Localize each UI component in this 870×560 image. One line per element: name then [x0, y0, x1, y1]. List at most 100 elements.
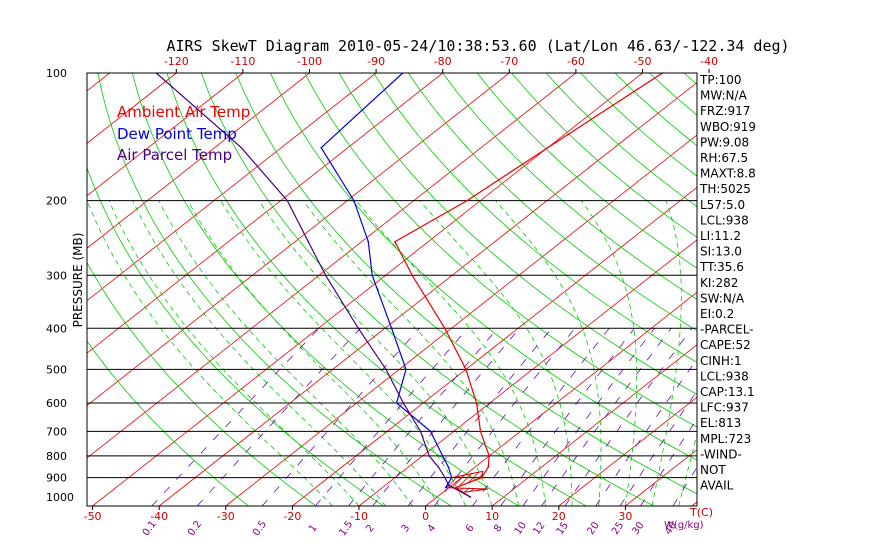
isotherm-line: [158, 82, 697, 506]
mixing-ratio-line: [348, 328, 499, 506]
dry-adiabat-line: [753, 73, 870, 506]
dewpoint-point: [371, 274, 374, 277]
dry-adiabat-line: [373, 73, 697, 363]
ambient-temp-point: [488, 455, 490, 457]
parcel-temp-point: [419, 430, 422, 433]
dry-adiabat-line: [511, 73, 697, 238]
bottom-temperature-tick-label: -20: [283, 510, 301, 523]
moist-adiabat-line: [355, 200, 546, 506]
moist-adiabat-line: [258, 200, 493, 506]
index-label: LFC:937: [700, 401, 749, 415]
pressure-tick-label: 300: [46, 269, 67, 282]
mixing-ratio-line: [640, 418, 697, 506]
dry-adiabat-line: [269, 73, 697, 461]
pressure-tick-label: 700: [46, 425, 67, 438]
bottom-temperature-tick-label: -40: [150, 510, 168, 523]
isotherm-line: [558, 396, 697, 506]
index-label: WBO:919: [700, 120, 756, 134]
dewpoint-point: [447, 466, 450, 468]
pressure-ticks: 100 200 300 400 500 600 700 800 900 1000: [46, 67, 74, 504]
bottom-temperature-tick-label: -30: [217, 510, 235, 523]
moist-adiabat-line: [581, 200, 638, 506]
parcel-temp-point: [402, 402, 405, 404]
ambient-temp-point: [480, 476, 483, 479]
dry-adiabat-line: [235, 73, 697, 495]
dewpoint-point: [353, 199, 355, 202]
mixing-ratio-line: [672, 466, 697, 506]
moist-adiabat-line: [678, 432, 697, 506]
temperature-unit-label: T(C): [689, 506, 713, 519]
mixing-ratio-unit-label: W(g/kg): [664, 520, 704, 531]
index-label: L57:5.0: [700, 198, 745, 212]
index-label: KI:282: [700, 276, 738, 290]
parcel-temp-point: [324, 274, 327, 277]
top-temperature-tick-label: -90: [367, 55, 385, 68]
index-label: MW:N/A: [700, 89, 748, 103]
mixing-ratio-tick-label: 4: [426, 523, 439, 535]
legend: Ambient Air Temp Dew Point Temp Air Parc…: [117, 103, 250, 164]
top-temperature-tick-label: -110: [230, 55, 255, 68]
isotherm-line: [87, 73, 310, 249]
index-label: RH:67.5: [700, 151, 748, 165]
pressure-tick-label: 500: [46, 363, 67, 376]
isotherm-line: [759, 73, 870, 506]
isotherm-line: [87, 73, 377, 302]
sounding-curves: [155, 73, 664, 498]
index-label: SW:N/A: [700, 291, 745, 305]
mixing-ratio-tick-label: 10: [513, 520, 529, 537]
dewpoint-point: [450, 476, 453, 479]
dewpoint-point: [320, 146, 323, 149]
dry-adiabat-line: [201, 73, 654, 506]
bottom-temperature-tick-label: 30: [618, 510, 632, 523]
parcel-temp-point: [357, 327, 360, 330]
index-label: NOT: [700, 463, 726, 477]
index-label: EL:813: [700, 416, 741, 430]
dry-adiabat-line: [87, 261, 317, 506]
parcel-temp-point: [428, 455, 431, 457]
bottom-temperature-tick-label: 20: [552, 510, 566, 523]
mixing-ratio-line: [261, 328, 420, 506]
cape-hatched-area: [444, 470, 489, 493]
index-label: FRZ:917: [700, 104, 750, 118]
dry-adiabat-line: [442, 73, 697, 300]
parcel-temp-line: [155, 73, 471, 498]
top-temperature-tick-label: -50: [634, 55, 652, 68]
dewpoint-point: [444, 486, 447, 489]
moist-adiabat-line: [495, 200, 602, 506]
moist-adiabat-line: [187, 200, 440, 506]
index-label: CAP:13.1: [700, 385, 755, 399]
parcel-temp-point: [437, 466, 440, 468]
mixing-ratio-tick-label: 0.2: [186, 519, 204, 538]
moist-adiabat-line: [87, 200, 333, 506]
index-label: LCL:938: [700, 369, 749, 383]
mixing-ratio-line: [564, 328, 693, 506]
dewpoint-point: [441, 455, 444, 457]
ambient-temp-point: [467, 481, 470, 484]
legend-dewpoint: Dew Point Temp: [117, 125, 237, 143]
dewpoint-point: [367, 240, 370, 243]
pressure-tick-label: 100: [46, 67, 67, 80]
chart-title: AIRS SkewT Diagram 2010-05-24/10:38:53.6…: [166, 37, 789, 55]
index-label: -WIND-: [700, 447, 742, 461]
mixing-ratio-line: [595, 358, 697, 506]
dry-adiabat-line: [87, 340, 249, 506]
dewpoint-point: [429, 430, 432, 433]
dry-adiabat-line: [166, 73, 587, 506]
mixing-ratio-line: [372, 328, 520, 506]
ambient-temp-point: [465, 368, 467, 371]
index-label: MPL:723: [700, 432, 751, 446]
parcel-temp-point: [286, 199, 289, 202]
legend-ambient: Ambient Air Temp: [117, 103, 250, 121]
mixing-ratio-line: [196, 328, 361, 506]
parcel-temp-point: [307, 240, 310, 243]
dry-adiabat-line: [304, 73, 697, 428]
mixing-ratio-tick-label: 8: [492, 523, 505, 535]
isotherm-line: [87, 73, 510, 407]
index-label: TT:35.6: [699, 260, 744, 274]
moist-adiabat-line: [302, 200, 520, 506]
mixing-ratio-tick-label: 30: [630, 520, 646, 537]
mixing-ratio-tick-label: 0.5: [251, 519, 269, 538]
dry-adiabat-line: [787, 73, 870, 506]
mixing-ratio-tick-label: 6: [464, 523, 477, 535]
